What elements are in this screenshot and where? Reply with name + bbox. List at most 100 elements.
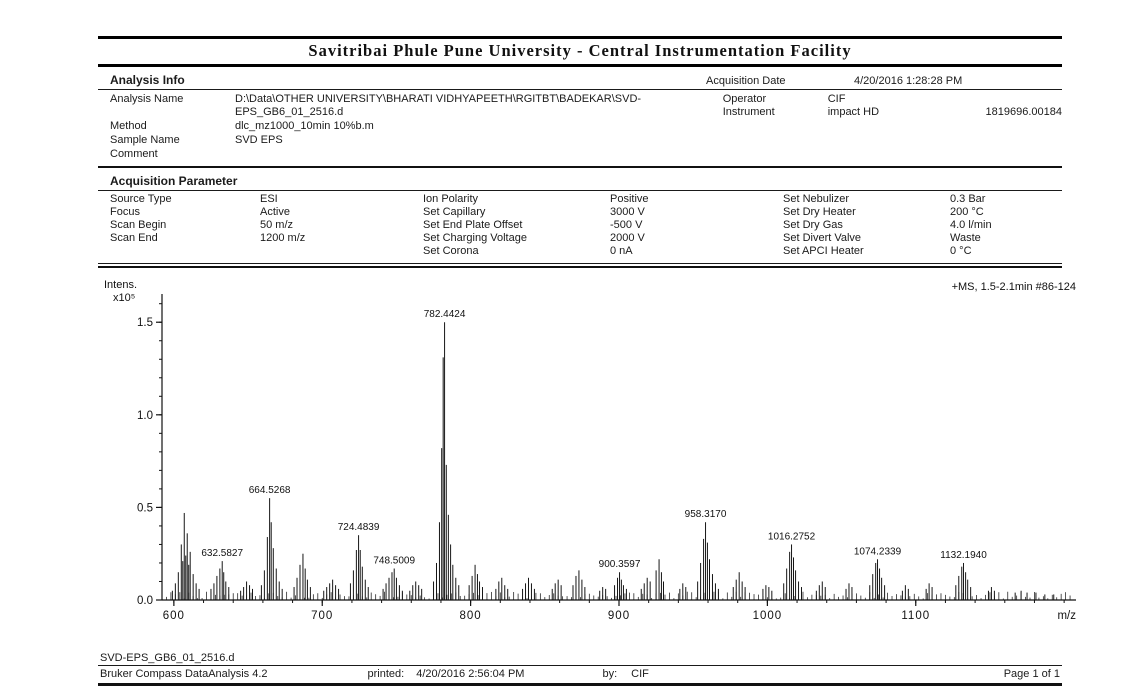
field-label: Set APCI Heater [783,245,864,257]
table-row: Set Charging Voltage 2000 V [423,232,783,245]
y-tick-label: 0.0 [137,595,153,607]
field-value: 200 °C [950,206,984,218]
divider [98,166,1062,168]
field-label: Set Dry Heater [783,206,856,218]
table-row: Analysis Name D:\Data\OTHER UNIVERSITY\B… [110,93,723,120]
report-page: Savitribai Phule Pune University - Centr… [98,36,1076,686]
divider [98,190,1062,191]
operator-instrument-block: Operator CIF Instrument impact HD 181969… [723,93,1062,162]
footer-by-label: by: [602,668,618,680]
acquisition-date-label: Acquisition Date [706,75,786,87]
x-tick-label: 800 [460,610,482,622]
y-axis-label: Intens. [104,279,137,291]
field-label: Set Dry Gas [783,219,843,231]
table-row: Operator CIF [723,93,1062,106]
peak-label: 748.5009 [373,556,415,567]
field-value: ESI [260,193,278,205]
y-tick-label: 0.5 [137,502,153,514]
peak-label: 1074.2339 [854,546,902,557]
x-tick-label: 1000 [753,610,783,622]
field-value: 2000 V [610,232,645,244]
field-label: Sample Name [110,134,180,146]
acquisition-parameter-section: Acquisition Parameter Source Type ESI Foc… [98,172,1062,268]
instrument-serial: 1819696.00184 [985,106,1062,118]
field-value: 0 nA [610,245,633,257]
field-value: 0 °C [950,245,972,257]
field-label: Ion Polarity [423,193,479,205]
peak-label: 1016.2752 [768,531,816,542]
x-axis-label: m/z [1057,610,1076,622]
field-label: Focus [110,206,140,218]
x-tick-label: 900 [608,610,630,622]
y-tick-label: 1.5 [137,317,153,329]
table-row: Scan Begin 50 m/z [110,219,423,232]
field-value: 0.3 Bar [950,193,986,205]
field-label: Set Charging Voltage [423,232,527,244]
field-value [235,148,723,162]
field-value: 50 m/z [260,219,294,231]
peak-label: 900.3597 [599,559,641,570]
field-label: Instrument [722,106,775,118]
table-row: Set Dry Heater 200 °C [783,206,1062,219]
table-row: Comment [110,148,723,162]
table-row: Set Divert Valve Waste [783,232,1062,245]
y-scale-label: x10⁵ [113,292,135,304]
field-value: SVD EPS [235,134,283,146]
peak-label: 664.5268 [249,485,291,496]
x-tick-label: 600 [163,610,185,622]
acquisition-parameter-heading: Acquisition Parameter [110,174,238,188]
peak-label: 782.4424 [424,309,466,320]
field-label: Analysis Name [110,93,184,105]
field-label: Set Capillary [423,206,486,218]
field-label: Source Type [110,193,172,205]
acquisition-date-value: 4/20/2016 1:28:28 PM [854,75,963,87]
field-value: dlc_mz1000_10min 10%b.m [235,120,374,132]
peak-label: 1132.1940 [940,550,987,561]
footer-printed-value: 4/20/2016 2:56:04 PM [416,668,525,680]
footer-file-name: SVD-EPS_GB6_01_2516.d [100,652,235,664]
field-value: CIF [827,93,846,105]
footer-by-value: CIF [631,668,649,680]
field-value: -500 V [610,219,643,231]
field-value: Waste [950,232,981,244]
field-value: Positive [610,193,649,205]
table-row: Set Corona 0 nA [423,245,783,258]
peak-label: 724.4839 [338,522,380,533]
param-column-3: Set Nebulizer 0.3 Bar Set Dry Heater 200 °… [783,193,1062,258]
field-label: Operator [722,93,767,105]
peak-label: 958.3170 [685,509,727,520]
analysis-info-section: Analysis Info Acquisition Date 4/20/2016… [98,73,1062,166]
analysis-info-heading: Analysis Info [110,73,185,87]
footer-software: Bruker Compass DataAnalysis 4.2 [100,668,268,680]
field-label: Scan End [110,232,158,244]
report-footer: SVD-EPS_GB6_01_2516.d Bruker Compass Dat… [98,651,1062,686]
peak-label: 632.5827 [201,548,243,559]
param-column-1: Source Type ESI Focus Active Scan Begin 50 … [110,193,423,258]
divider [98,263,1062,264]
field-label: Set Nebulizer [783,193,850,205]
acquisition-date-row: Acquisition Date 4/20/2016 1:28:28 PM [706,75,1060,87]
table-row: Source Type ESI [110,193,423,206]
x-tick-label: 1100 [901,610,930,622]
y-tick-label: 1.0 [137,410,153,422]
field-label: Method [110,120,147,132]
table-row: Scan End 1200 m/z [110,232,423,245]
mass-spectrum-chart: 600 700 800 900 1000 1100 m/z 0.0 0.5 1.0 1.5 Inten… [98,274,1088,647]
divider [98,89,1062,90]
footer-page-number: Page 1 of 1 [1003,668,1060,680]
divider [98,266,1062,268]
table-row: Sample Name SVD EPS [110,134,723,148]
table-row: Set End Plate Offset -500 V [423,219,783,232]
field-label: Set Divert Valve [783,232,862,244]
table-row: Ion Polarity Positive [423,193,783,206]
table-row: Instrument impact HD 1819696.00184 [723,106,1062,119]
field-label: Set Corona [423,245,479,257]
table-row: Set Dry Gas 4.0 l/min [783,219,1062,232]
field-label: Scan Begin [110,219,167,231]
field-value: 4.0 l/min [950,219,992,231]
analysis-info-table: Analysis Name D:\Data\OTHER UNIVERSITY\B… [110,93,723,162]
table-row: Focus Active [110,206,423,219]
table-row: Set Capillary 3000 V [423,206,783,219]
scan-annotation: +MS, 1.5-2.1min #86-124 [952,281,1076,293]
footer-printed-label: printed: [367,668,405,680]
